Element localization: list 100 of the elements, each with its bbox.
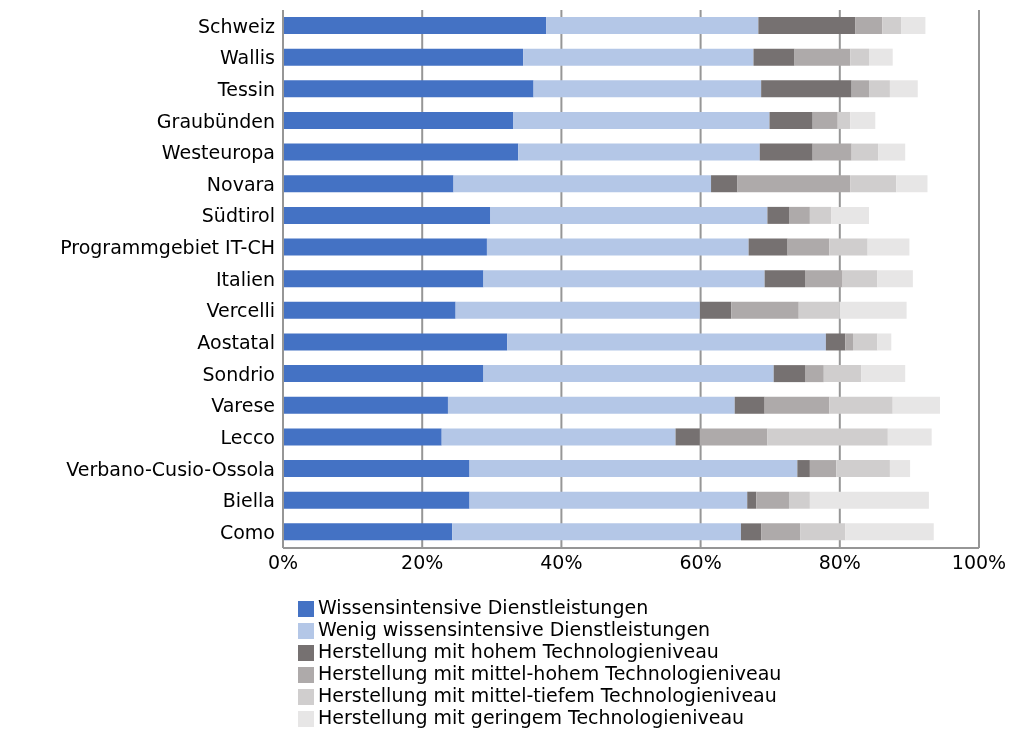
bar xyxy=(850,175,897,193)
bar xyxy=(507,333,826,351)
bar xyxy=(850,111,876,129)
y-tick-label: Vercelli xyxy=(206,299,275,322)
bar xyxy=(831,206,870,224)
bar xyxy=(901,17,926,34)
bar xyxy=(805,365,824,383)
y-tick-label: Italien xyxy=(216,267,275,290)
bar xyxy=(675,428,700,446)
bar xyxy=(855,17,883,34)
x-tick-label: 60% xyxy=(679,551,722,574)
bar xyxy=(283,143,519,161)
bar xyxy=(441,428,676,446)
legend-label: Herstellung mit mittel-tiefem Technologieniveau xyxy=(318,684,777,706)
bar xyxy=(734,396,765,414)
bar xyxy=(753,48,795,66)
y-tick-label: Aostatal xyxy=(197,331,275,354)
y-tick-label: Südtirol xyxy=(201,204,275,227)
bar xyxy=(805,270,843,288)
x-tick-label: 40% xyxy=(540,551,583,574)
bar xyxy=(812,111,838,129)
bar xyxy=(740,523,762,541)
bar xyxy=(812,143,852,161)
y-tick-label: Tessin xyxy=(216,77,275,100)
bar xyxy=(761,523,801,541)
bar xyxy=(283,238,487,256)
bar xyxy=(283,333,508,351)
bar xyxy=(877,270,913,288)
bar xyxy=(761,80,852,98)
bar xyxy=(699,301,732,319)
bar xyxy=(283,428,442,446)
bar xyxy=(829,396,893,414)
bar xyxy=(490,206,768,224)
bar xyxy=(889,80,918,98)
bar xyxy=(809,206,832,224)
bar xyxy=(767,428,888,446)
bar xyxy=(845,523,934,541)
y-tick-label: Lecco xyxy=(220,425,275,448)
bar xyxy=(878,143,906,161)
bar xyxy=(809,460,837,478)
bar xyxy=(283,80,534,98)
legend-label: Herstellung mit mittel-hohem Technologieniveau xyxy=(318,662,782,684)
bar xyxy=(748,238,788,256)
y-tick-label: Varese xyxy=(211,394,275,417)
bar xyxy=(486,238,749,256)
bar xyxy=(283,175,454,193)
x-tick-label: 0% xyxy=(267,551,299,574)
bar xyxy=(851,80,870,98)
bar xyxy=(759,143,813,161)
y-tick-label: Wallis xyxy=(220,46,275,69)
bar xyxy=(758,17,856,34)
bar xyxy=(853,333,878,351)
x-tick-label: 20% xyxy=(401,551,444,574)
y-tick-label: Schweiz xyxy=(197,14,276,37)
y-tick-label: Verbano-Cusio-Ossola xyxy=(66,457,275,480)
y-tick-label: Westeuropa xyxy=(161,141,275,164)
bar xyxy=(447,396,735,414)
bar xyxy=(756,491,789,509)
y-tick-label: Biella xyxy=(222,489,275,512)
bar xyxy=(283,491,470,509)
bar xyxy=(869,80,890,98)
bar xyxy=(283,48,524,66)
bar xyxy=(896,175,928,193)
legend-label: Wissensintensive Dienstleistungen xyxy=(318,596,649,618)
bar xyxy=(882,17,902,34)
bar xyxy=(747,491,757,509)
bar xyxy=(513,111,770,129)
bar xyxy=(850,48,870,66)
bar xyxy=(699,428,768,446)
bar xyxy=(737,175,851,193)
bar xyxy=(452,523,741,541)
legend-label: Herstellung mit hohem Technologieniveau xyxy=(318,640,719,662)
bar xyxy=(837,111,851,129)
bar xyxy=(731,301,799,319)
bar xyxy=(877,333,892,351)
bar xyxy=(829,238,868,256)
bar xyxy=(769,111,813,129)
bar xyxy=(283,460,470,478)
bar xyxy=(767,206,789,224)
bar xyxy=(887,428,932,446)
bar xyxy=(483,270,765,288)
bar xyxy=(283,206,491,224)
bar xyxy=(283,396,448,414)
y-tick-label: Como xyxy=(219,520,275,543)
y-tick-label: Sondrio xyxy=(202,362,275,385)
bar xyxy=(483,365,774,383)
bar xyxy=(283,301,456,319)
bar xyxy=(469,491,748,509)
bar xyxy=(523,48,754,66)
bar xyxy=(800,523,846,541)
bar xyxy=(798,301,840,319)
x-tick-label: 100% xyxy=(951,551,1007,574)
bar xyxy=(842,270,878,288)
bar xyxy=(533,80,762,98)
legend-label: Herstellung mit geringem Technologieniveau xyxy=(318,706,745,728)
bar xyxy=(788,206,810,224)
bar xyxy=(546,17,759,34)
bar xyxy=(797,460,810,478)
bar xyxy=(845,333,854,351)
bar xyxy=(867,238,910,256)
